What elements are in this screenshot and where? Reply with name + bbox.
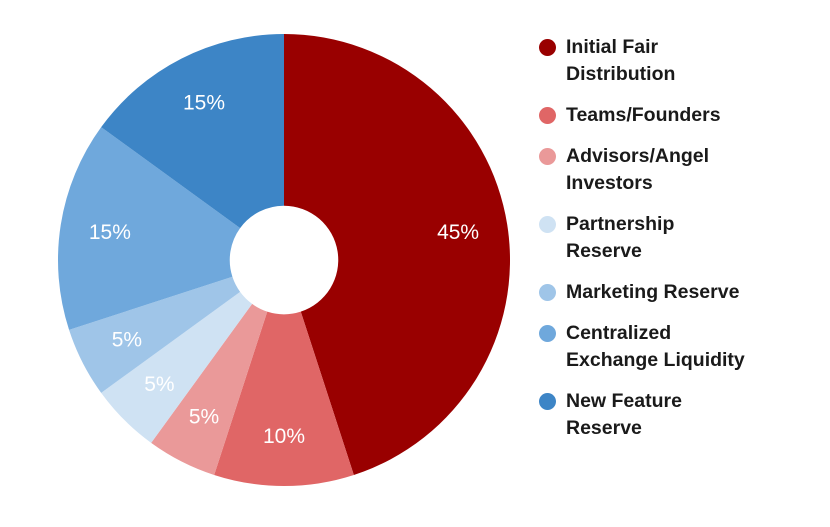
legend-swatch-icon: [539, 148, 556, 165]
legend-swatch-icon: [539, 107, 556, 124]
legend-item-advisors-angel-investors: Advisors/Angel Investors: [539, 143, 819, 197]
pie-slice-marketing-reserve: [69, 276, 241, 393]
pie-slice-centralized-exchange-liquidity: [57, 127, 241, 330]
legend-swatch-icon: [539, 284, 556, 301]
slice-value-label: 15%: [89, 221, 131, 244]
legend-label: Partnership Reserve: [566, 213, 675, 262]
slice-value-label: 10%: [263, 425, 305, 448]
slice-value-label: 45%: [437, 221, 479, 244]
pie-slice-partnership-reserve: [101, 291, 253, 443]
legend-label: Marketing Reserve: [566, 281, 740, 303]
donut-chart: 45%10%5%5%5%15%15%: [57, 34, 511, 487]
pie-slice-initial-fair-distribution: [284, 34, 511, 475]
legend-item-initial-fair-distribution: Initial Fair Distribution: [539, 34, 819, 88]
legend-label: Teams/Founders: [566, 104, 721, 126]
chart-legend: Initial Fair Distribution Teams/Founders Ad…: [539, 34, 819, 442]
legend-label: New Feature Reserve: [566, 390, 682, 439]
legend-label: Centralized Exchange Liquidity: [566, 322, 745, 371]
legend-label: Advisors/Angel Investors: [566, 145, 710, 194]
legend-item-teams-founders: Teams/Founders: [539, 102, 819, 129]
slice-value-label: 5%: [112, 329, 142, 352]
legend-item-new-feature-reserve: New Feature Reserve: [539, 388, 819, 442]
slice-value-label: 5%: [144, 373, 174, 396]
legend-label: Initial Fair Distribution: [566, 36, 676, 85]
pie-slice-teams-founders: [214, 311, 354, 487]
slice-value-label: 15%: [183, 91, 225, 114]
pie-slice-new-feature-reserve: [101, 34, 284, 229]
legend-item-centralized-exchange-liquidity: Centralized Exchange Liquidity: [539, 320, 819, 374]
legend-swatch-icon: [539, 39, 556, 56]
legend-swatch-icon: [539, 325, 556, 342]
legend-item-marketing-reserve: Marketing Reserve: [539, 279, 819, 306]
legend-swatch-icon: [539, 393, 556, 410]
legend-swatch-icon: [539, 216, 556, 233]
slice-value-label: 5%: [189, 406, 219, 429]
pie-slice-advisors-angel-investors: [151, 303, 268, 475]
legend-item-partnership-reserve: Partnership Reserve: [539, 211, 819, 265]
